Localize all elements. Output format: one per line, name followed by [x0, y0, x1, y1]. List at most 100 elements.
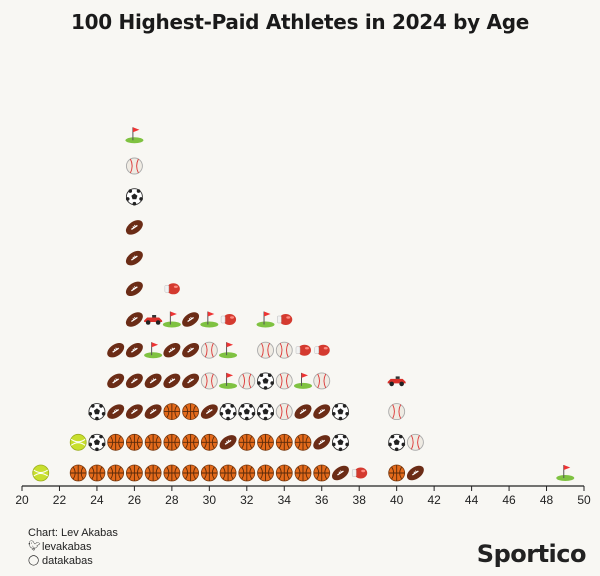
baseball-athlete-icon — [275, 403, 293, 421]
instagram-icon: ◯ — [28, 555, 40, 566]
x-tick-label: 28 — [165, 493, 179, 507]
basketball-athlete-icon — [107, 433, 125, 451]
basketball-athlete-icon — [294, 464, 312, 482]
baseball-athlete-icon — [257, 341, 274, 359]
soccer-athlete-icon — [125, 188, 143, 206]
football-athlete-icon — [163, 373, 181, 389]
basketball-athlete-icon — [163, 433, 181, 451]
football-athlete-icon — [125, 373, 143, 389]
basketball-athlete-icon — [313, 464, 331, 482]
x-tick-label: 46 — [502, 493, 516, 507]
football-athlete-icon — [144, 404, 162, 419]
football-athlete-icon — [125, 220, 143, 235]
basketball-athlete-icon — [88, 464, 106, 482]
baseball-athlete-icon — [313, 372, 331, 390]
twitter-bird-icon: 🐦︎ — [28, 541, 41, 552]
football-athlete-icon — [219, 435, 237, 450]
soccer-athlete-icon — [257, 372, 274, 390]
basketball-athlete-icon — [163, 464, 181, 482]
boxing-athlete-icon — [351, 467, 368, 479]
twitter-credit: 🐦︎ levakabas — [28, 540, 118, 554]
baseball-athlete-icon — [275, 372, 293, 390]
basketball-athlete-icon — [294, 433, 312, 451]
soccer-athlete-icon — [88, 433, 106, 452]
football-athlete-icon — [313, 435, 331, 450]
basketball-athlete-icon — [182, 403, 200, 421]
soccer-athlete-icon — [388, 433, 406, 452]
baseball-athlete-icon — [200, 341, 218, 359]
basketball-athlete-icon — [182, 464, 200, 482]
x-tick-label: 30 — [203, 493, 217, 507]
x-tick-label: 34 — [278, 493, 292, 507]
football-athlete-icon — [107, 373, 125, 389]
baseball-athlete-icon — [406, 433, 424, 451]
chart-credit: Chart: Lev Akabas — [28, 527, 118, 539]
football-athlete-icon — [125, 404, 143, 419]
golf-athlete-icon — [256, 311, 275, 328]
sportico-logo: Sportico — [476, 540, 587, 568]
football-athlete-icon — [125, 281, 143, 297]
football-athlete-icon — [200, 404, 218, 419]
football-athlete-icon — [144, 373, 162, 389]
soccer-athlete-icon — [219, 403, 237, 421]
basketball-athlete-icon — [107, 464, 125, 482]
x-tick-label: 44 — [465, 493, 479, 507]
golf-athlete-icon — [200, 311, 219, 328]
racing-athlete-icon — [387, 376, 406, 387]
x-tick-label: 48 — [540, 493, 554, 507]
credits: Chart: Lev Akabas 🐦︎ levakabas ◯ datakab… — [28, 526, 118, 568]
boxing-athlete-icon — [277, 314, 293, 325]
golf-athlete-icon — [556, 465, 575, 481]
basketball-athlete-icon — [257, 433, 274, 451]
basketball-athlete-icon — [69, 464, 87, 482]
golf-athlete-icon — [294, 372, 312, 389]
x-axis: 20 22 24 26 28 30 32 34 36 38 40 42 44 46 48 50 — [15, 485, 591, 507]
basketball-athlete-icon — [182, 433, 200, 451]
football-athlete-icon — [125, 312, 143, 327]
baseball-athlete-icon — [200, 372, 218, 390]
x-tick-label: 50 — [577, 493, 591, 507]
basketball-athlete-icon — [238, 464, 256, 482]
basketball-athlete-icon — [144, 433, 162, 451]
football-athlete-icon — [406, 465, 424, 481]
racing-athlete-icon — [144, 315, 163, 325]
basketball-athlete-icon — [388, 464, 406, 482]
twitter-handle: levakabas — [42, 541, 92, 553]
basketball-athlete-icon — [219, 464, 237, 482]
x-tick-label: 22 — [53, 493, 67, 507]
tennis-athlete-icon — [32, 464, 50, 482]
tennis-athlete-icon — [69, 433, 87, 451]
boxing-athlete-icon — [164, 283, 180, 295]
golf-athlete-icon — [162, 311, 181, 328]
instagram-credit: ◯ datakabas — [28, 554, 118, 568]
x-tick-label: 26 — [128, 493, 142, 507]
x-tick-label: 38 — [353, 493, 367, 507]
basketball-athlete-icon — [163, 403, 181, 421]
x-tick-label: 32 — [240, 493, 254, 507]
golf-athlete-icon — [219, 372, 238, 389]
golf-athlete-icon — [144, 342, 163, 359]
football-athlete-icon — [125, 342, 143, 358]
boxing-athlete-icon — [295, 344, 311, 356]
football-athlete-icon — [182, 373, 200, 389]
x-tick-label: 36 — [315, 493, 329, 507]
basketball-athlete-icon — [200, 464, 218, 482]
x-tick-label: 20 — [15, 493, 29, 507]
football-athlete-icon — [182, 342, 200, 358]
football-athlete-icon — [163, 342, 181, 358]
football-athlete-icon — [107, 342, 125, 358]
football-athlete-icon — [182, 312, 200, 327]
athlete-icons — [32, 127, 575, 482]
baseball-athlete-icon — [125, 157, 143, 175]
football-athlete-icon — [107, 404, 125, 419]
football-athlete-icon — [332, 465, 349, 481]
baseball-athlete-icon — [275, 341, 293, 359]
x-tick-label: 42 — [427, 493, 441, 507]
instagram-handle: datakabas — [42, 555, 93, 567]
baseball-athlete-icon — [238, 372, 256, 390]
golf-athlete-icon — [219, 342, 238, 359]
basketball-athlete-icon — [238, 433, 256, 451]
x-tick-label: 24 — [90, 493, 104, 507]
baseball-athlete-icon — [388, 403, 406, 421]
